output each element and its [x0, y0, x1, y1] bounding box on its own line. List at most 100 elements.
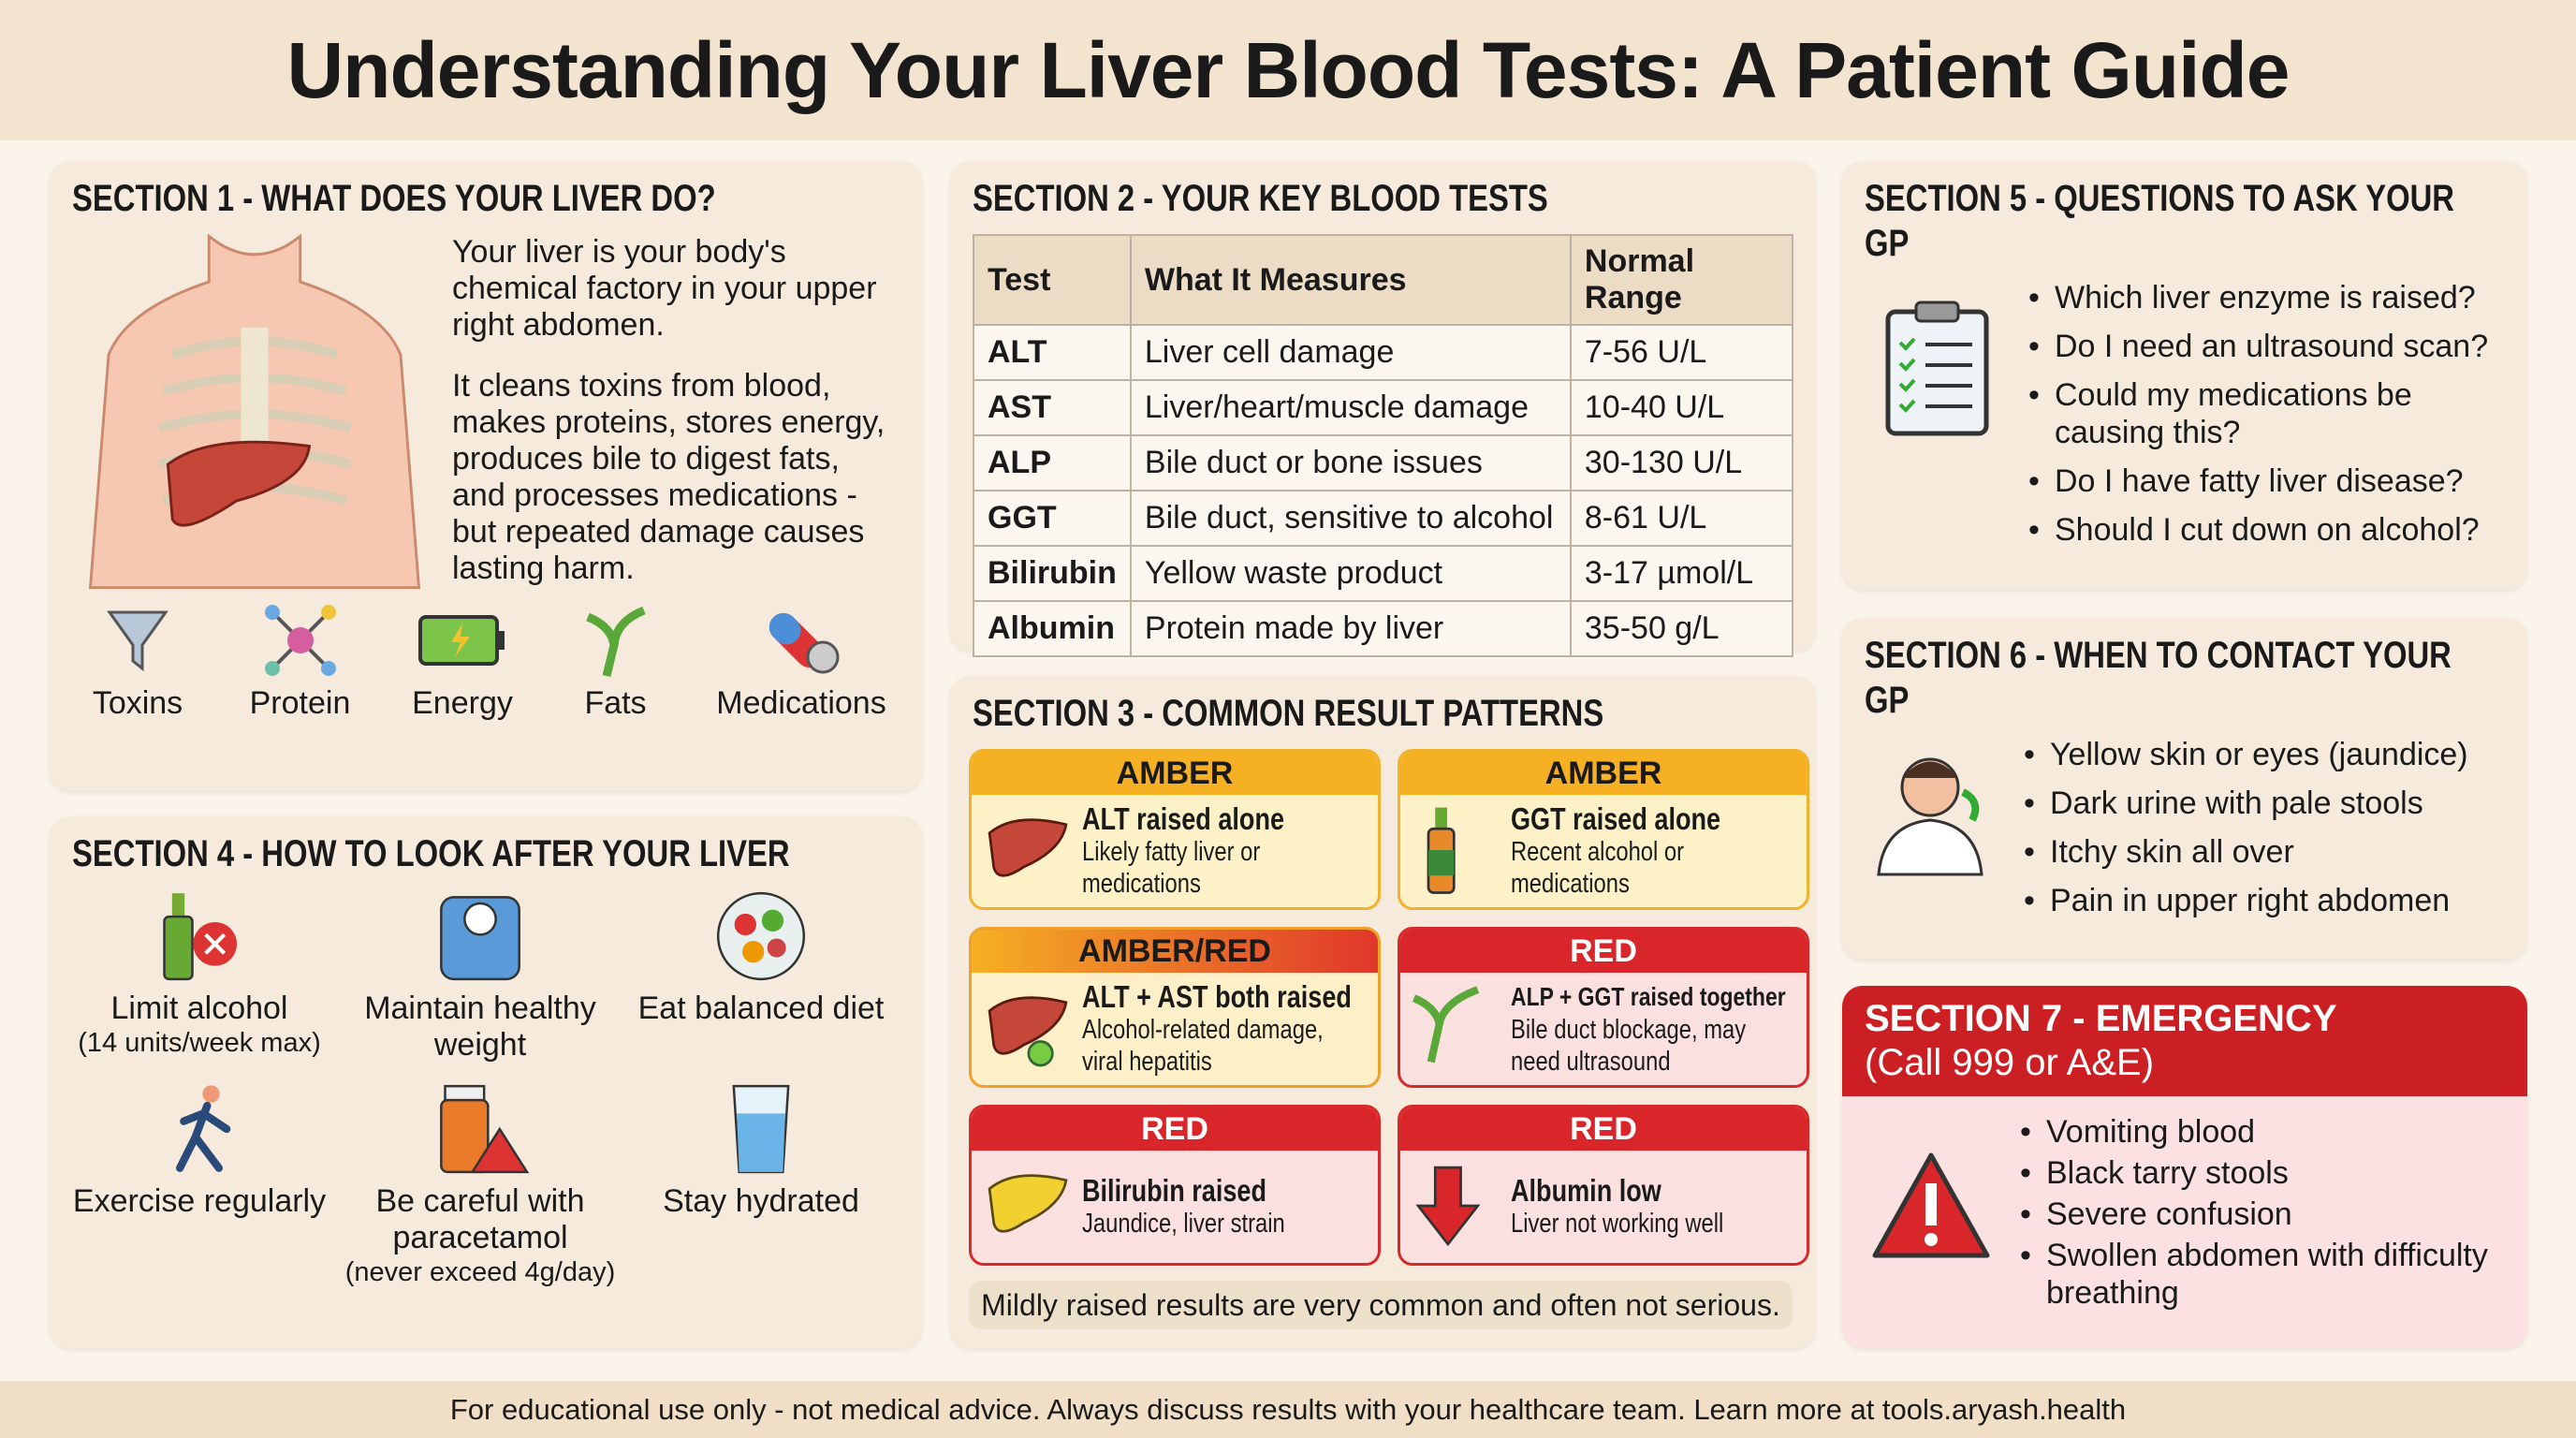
- section-heading-text: SECTION 4 - HOW TO LOOK AFTER YOUR LIVER: [72, 833, 790, 874]
- list-item: Yellow skin or eyes (jaundice): [2024, 736, 2501, 773]
- battery-icon: [418, 615, 505, 666]
- pattern-body: Bilirubin raised Jaundice, liver strain: [972, 1151, 1378, 1263]
- table-row: GGT Bile duct, sensitive to alcohol 8-61 U…: [973, 490, 1794, 547]
- normal-range: 8-61 U/L: [1569, 490, 1794, 547]
- tip-label: Eat balanced diet: [637, 990, 885, 1026]
- tip-sublabel: (14 units/week max): [78, 1028, 321, 1058]
- test-name: GGT: [973, 490, 1132, 547]
- tip-label: Stay hydrated: [663, 1183, 859, 1219]
- section-6: SECTION 6 - WHEN TO CONTACT YOUR GP Yell…: [1842, 618, 2527, 960]
- footer-disclaimer: For educational use only - not medical a…: [0, 1381, 2576, 1438]
- emergency-header: SECTION 7 - EMERGENCY (Call 999 or A&E): [1842, 986, 2527, 1096]
- table-row: Bilirubin Yellow waste product 3-17 µmol/L: [973, 545, 1794, 602]
- section-heading: SECTION 4 - HOW TO LOOK AFTER YOUR LIVER: [72, 831, 900, 876]
- pill-icon: [768, 612, 840, 674]
- list-item: Dark urine with pale stools: [2024, 785, 2501, 822]
- pill-bottle-warning-icon: [440, 1084, 530, 1174]
- tip-exercise: Exercise regularly: [59, 1082, 340, 1288]
- pattern-description: Alcohol-related damage, viral hepatitis: [1082, 1014, 1324, 1077]
- list-item: Black tarry stools: [2020, 1154, 2509, 1192]
- tip-balanced-diet: Eat balanced diet: [621, 889, 901, 1064]
- questions-body: Which liver enzyme is raised? Do I need a…: [1865, 279, 2505, 560]
- pattern-title: Bilirubin raised: [1082, 1172, 1266, 1208]
- section-heading-text: SECTION 5 - QUESTIONS TO ASK YOUR GP: [1865, 178, 2454, 264]
- severity-label: AMBER: [1400, 752, 1807, 795]
- column-header: Normal Range: [1569, 234, 1794, 326]
- section-5: SECTION 5 - QUESTIONS TO ASK YOUR GP Whi…: [1842, 161, 2527, 590]
- pattern-description: Recent alcohol or medications: [1511, 836, 1685, 899]
- pattern-text-inner: ALT + AST both raised Alcohol-related dam…: [1082, 979, 1363, 1078]
- normal-range: 10-40 U/L: [1569, 379, 1794, 436]
- test-measures: Bile duct or bone issues: [1129, 434, 1572, 492]
- pattern-text-inner: ALT raised alone Likely fatty liver or me…: [1082, 801, 1363, 900]
- section-heading-text: SECTION 1 - WHAT DOES YOUR LIVER DO?: [72, 178, 716, 219]
- normal-range: 35-50 g/L: [1569, 600, 1794, 657]
- test-measures: Protein made by liver: [1129, 600, 1572, 657]
- emergency-list: Vomiting bloodBlack tarry stools Severe c…: [2020, 1113, 2509, 1315]
- liver-intro-text: Your liver is your body's chemical facto…: [452, 234, 877, 343]
- list-item: Pain in upper right abdomen: [2024, 882, 2501, 919]
- result-pattern-card: RED Albumin low Liver not working well: [1398, 1105, 1809, 1266]
- section-heading: SECTION 1 - WHAT DOES YOUR LIVER DO?: [72, 176, 900, 221]
- result-pattern-card: AMBER/RED ALT + AST both raised Alcohol-re…: [969, 927, 1381, 1088]
- tip-sublabel: (never exceed 4g/day): [344, 1257, 616, 1287]
- test-name: Bilirubin: [973, 545, 1132, 602]
- test-measures: Yellow waste product: [1129, 545, 1572, 602]
- pattern-title: ALP + GGT raised together: [1511, 981, 1786, 1011]
- liver-overview: Your liver is your body's chemical facto…: [72, 234, 900, 590]
- tip-label: Limit alcohol: [110, 990, 288, 1026]
- blood-tests-table: Test What It Measures Normal Range ALT Live…: [973, 234, 1794, 657]
- severity-label: AMBER: [972, 752, 1378, 795]
- pattern-title: Albumin low: [1511, 1172, 1661, 1208]
- result-pattern-card: RED Bilirubin raised Jaundice, liver strai…: [969, 1105, 1381, 1266]
- list-item: Vomiting blood: [2020, 1113, 2509, 1151]
- result-patterns-grid: AMBER ALT raised alone Likely fatty liver …: [969, 749, 1809, 1266]
- pattern-body: ALP + GGT raised together Bile duct block…: [1400, 973, 1807, 1085]
- contact-gp-list: Yellow skin or eyes (jaundice) Dark urine…: [2024, 736, 2501, 931]
- icon-label: Energy: [412, 685, 513, 721]
- normal-range: 7-56 U/L: [1569, 324, 1794, 381]
- tip-hydrated: Stay hydrated: [621, 1082, 901, 1288]
- torso-liver-illustration: [88, 234, 421, 590]
- list-item: Itchy skin all over: [2024, 833, 2501, 871]
- clipboard-checklist-icon: [1885, 301, 1989, 436]
- pattern-text-inner: Albumin low Liver not working well: [1511, 1173, 1792, 1240]
- section-7: SECTION 7 - EMERGENCY (Call 999 or A&E) …: [1842, 986, 2527, 1348]
- doctor-phone-icon: [1877, 757, 1983, 876]
- water-glass-icon: [732, 1084, 790, 1174]
- table-row: ALP Bile duct or bone issues 30-130 U/L: [973, 434, 1794, 492]
- section-heading: SECTION 2 - YOUR KEY BLOOD TESTS: [973, 176, 1793, 221]
- icon-label: Toxins: [92, 685, 183, 721]
- pattern-description: Liver not working well: [1511, 1208, 1724, 1239]
- liver-functions-icons: Toxins Protein Energy Fats Medications: [72, 603, 900, 722]
- column-header: What It Measures: [1129, 234, 1572, 326]
- tip-limit-alcohol: Limit alcohol (14 units/week max): [59, 889, 340, 1064]
- pattern-text: Bilirubin raised Jaundice, liver strain: [1082, 1173, 1363, 1240]
- normal-range: 3-17 µmol/L: [1569, 545, 1794, 602]
- questions-list: Which liver enzyme is raised? Do I need a…: [2028, 279, 2496, 560]
- section-heading: SECTION 5 - QUESTIONS TO ASK YOUR GP: [1865, 176, 2505, 266]
- contact-gp-body: Yellow skin or eyes (jaundice) Dark urine…: [1865, 736, 2505, 931]
- function-fats: Fats: [560, 603, 672, 722]
- pattern-icon: [1427, 807, 1456, 894]
- pattern-icon: [988, 1174, 1068, 1233]
- tip-label: Maintain healthy weight: [364, 990, 596, 1063]
- list-item: Swollen abdomen with difficulty breathin…: [2020, 1237, 2509, 1312]
- pattern-text: ALT + AST both raised Alcohol-related dam…: [1082, 979, 1363, 1078]
- section-heading-text: SECTION 6 - WHEN TO CONTACT YOUR GP: [1865, 635, 2452, 721]
- page-title: Understanding Your Liver Blood Tests: A …: [286, 25, 2291, 114]
- liver-functions-text: It cleans toxins from blood, makes prote…: [452, 368, 886, 586]
- table-row: ALT Liver cell damage 7-56 U/L: [973, 324, 1794, 381]
- bile-duct-icon: [585, 606, 646, 678]
- normal-range: 30-130 U/L: [1569, 434, 1794, 492]
- table-row: AST Liver/heart/muscle damage 10-40 U/L: [973, 379, 1794, 436]
- pattern-text: ALT raised alone Likely fatty liver or me…: [1082, 801, 1363, 900]
- reassurance-note: Mildly raised results are very common an…: [969, 1281, 1793, 1329]
- section-3: SECTION 3 - COMMON RESULT PATTERNS AMBER…: [950, 676, 1816, 1348]
- test-name: Albumin: [973, 600, 1132, 657]
- result-pattern-card: RED ALP + GGT raised together Bile duct bl…: [1398, 927, 1809, 1088]
- table-row: Albumin Protein made by liver 35-50 g/L: [973, 600, 1794, 657]
- section-heading: SECTION 3 - COMMON RESULT PATTERNS: [969, 691, 1797, 736]
- liver-text: Your liver is your body's chemical facto…: [452, 234, 900, 587]
- running-person-icon: [176, 1085, 231, 1172]
